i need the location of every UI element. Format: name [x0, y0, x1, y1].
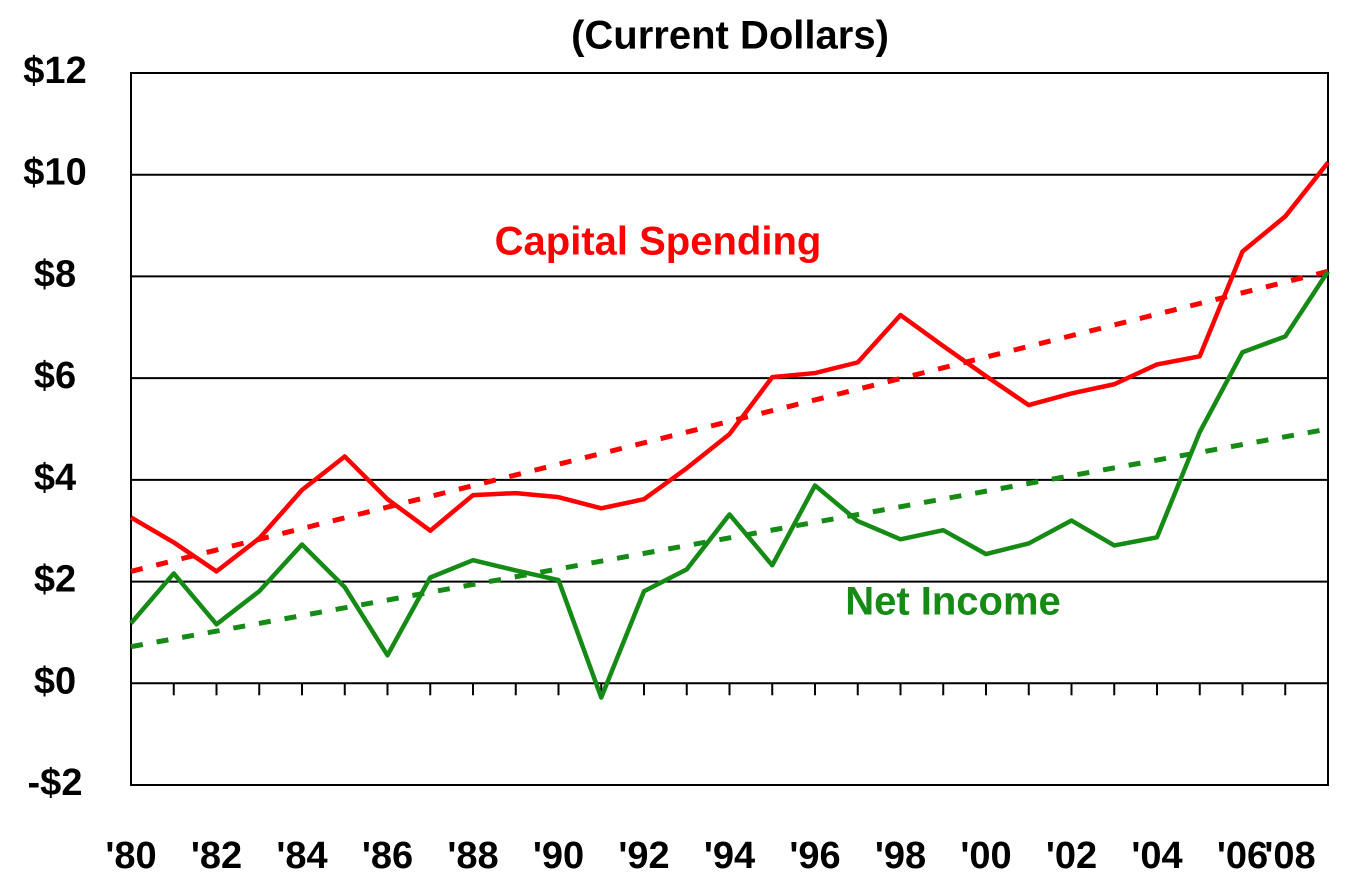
y-tick-label: $4 [34, 457, 76, 499]
x-tick-label: '00 [960, 835, 1011, 877]
x-tick-label: '86 [362, 835, 413, 877]
series-label: Net Income [845, 580, 1061, 624]
x-tick-label: '96 [789, 835, 840, 877]
series-line [129, 161, 1330, 574]
x-tick-label: '92 [618, 835, 669, 877]
chart-title: (Current Dollars) [571, 14, 889, 58]
x-tick-label: '90 [533, 835, 584, 877]
x-tick-label: '06 [1217, 835, 1268, 877]
x-tick-label: '88 [447, 835, 498, 877]
trend-line [130, 426, 1329, 650]
plot-frame [130, 72, 1329, 786]
x-tick-label: '82 [191, 835, 242, 877]
trend-line [130, 268, 1329, 574]
y-tick-label: $2 [34, 559, 76, 601]
y-tick-label: $0 [34, 660, 76, 702]
y-tick-label: $10 [23, 152, 86, 194]
x-tick-label: '04 [1131, 835, 1182, 877]
y-tick-label: -$2 [28, 762, 83, 804]
x-tick-label: '02 [1046, 835, 1097, 877]
x-tick-label: '84 [276, 835, 327, 877]
x-tick-label: '98 [875, 835, 926, 877]
x-tick-label: '94 [704, 835, 755, 877]
y-tick-label: $8 [34, 253, 76, 295]
x-tick-label: '08 [1264, 835, 1315, 877]
series-label: Capital Spending [495, 220, 822, 264]
y-tick-label: $6 [34, 355, 76, 397]
y-tick-label: $12 [23, 50, 86, 92]
series-line [129, 270, 1330, 700]
x-tick-label: '80 [105, 835, 156, 877]
